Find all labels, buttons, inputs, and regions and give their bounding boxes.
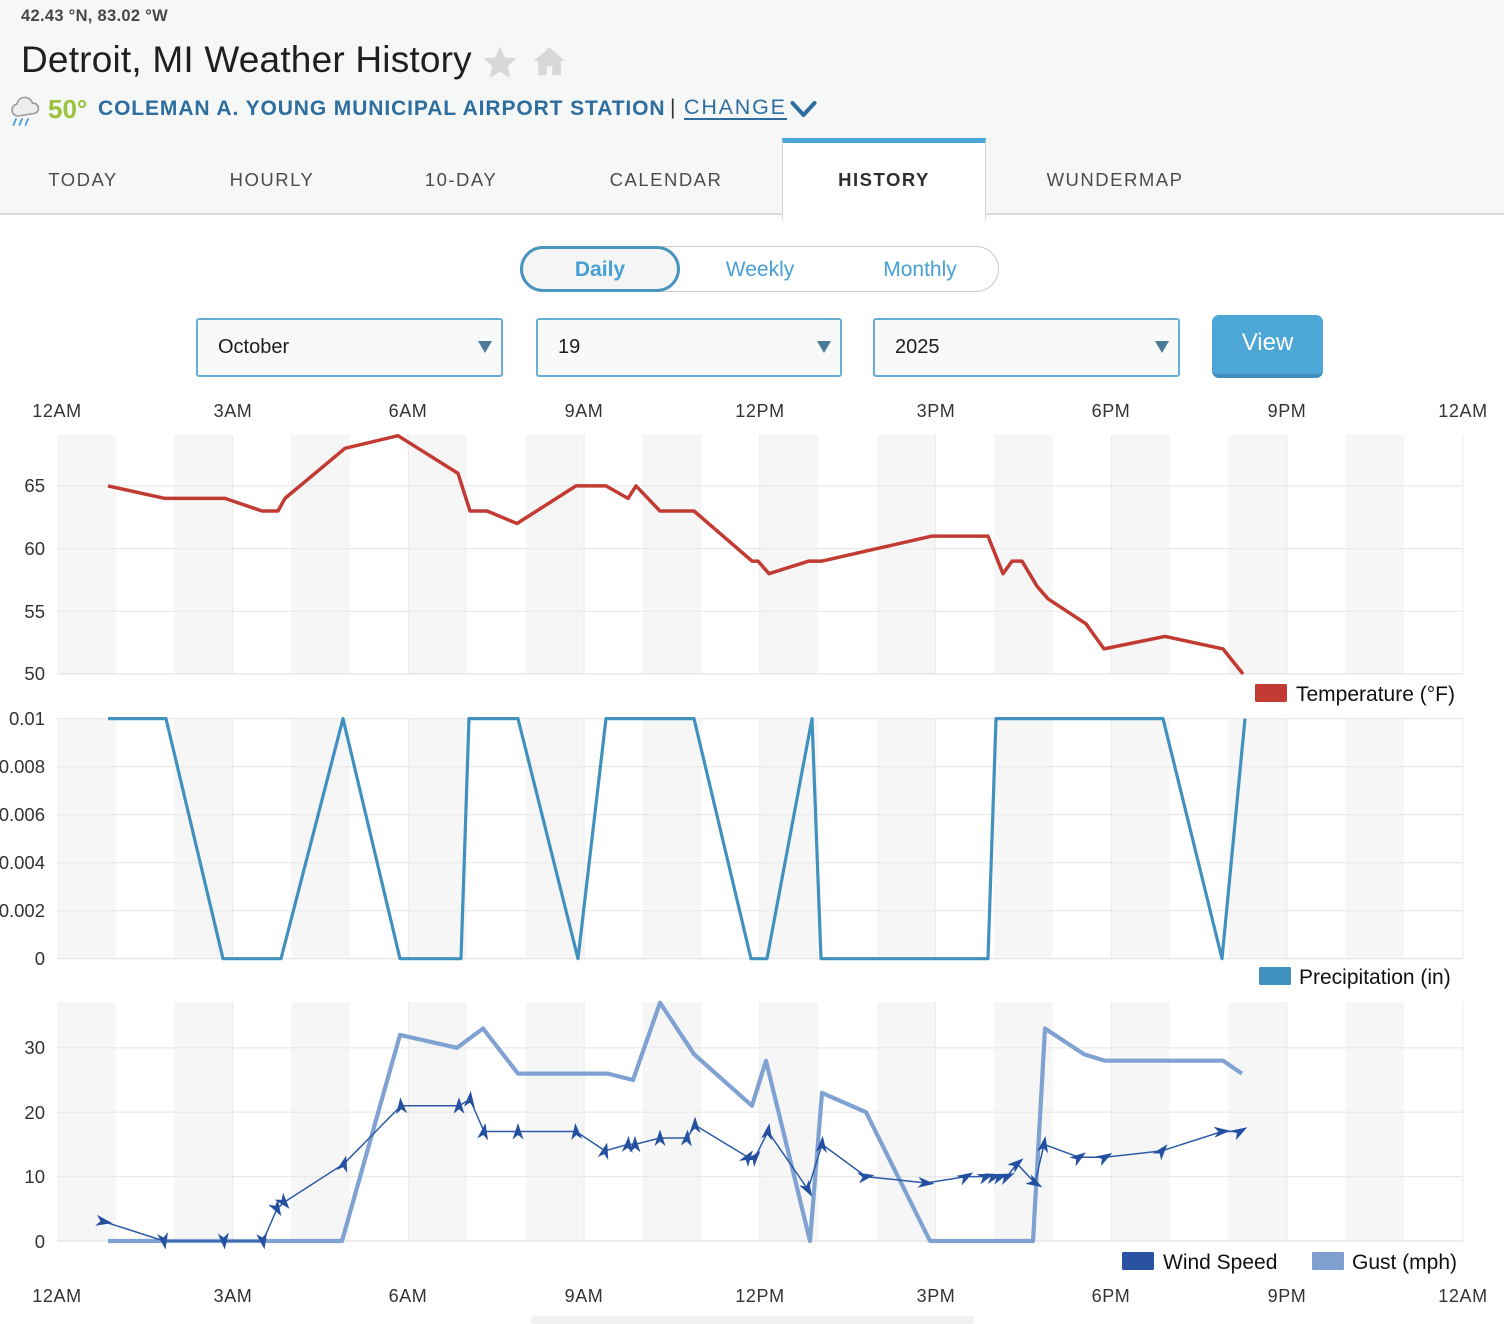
svg-text:12PM: 12PM — [735, 1286, 784, 1306]
svg-text:0: 0 — [35, 948, 45, 969]
svg-text:20: 20 — [24, 1102, 45, 1123]
svg-text:9AM: 9AM — [565, 1286, 604, 1306]
svg-text:0.006: 0.006 — [0, 804, 45, 825]
svg-text:6AM: 6AM — [389, 401, 428, 421]
svg-text:30: 30 — [24, 1037, 45, 1058]
svg-text:6PM: 6PM — [1092, 401, 1131, 421]
svg-text:12AM: 12AM — [1438, 401, 1487, 421]
svg-text:6AM: 6AM — [389, 1286, 428, 1306]
svg-text:Temperature (°F): Temperature (°F) — [1296, 683, 1455, 706]
svg-text:6PM: 6PM — [1092, 1286, 1131, 1306]
svg-text:Precipitation (in): Precipitation (in) — [1299, 966, 1451, 989]
svg-text:Wind Speed: Wind Speed — [1163, 1251, 1277, 1274]
svg-text:3PM: 3PM — [917, 401, 956, 421]
svg-text:0: 0 — [35, 1231, 45, 1252]
svg-text:12AM: 12AM — [32, 401, 81, 421]
svg-text:3PM: 3PM — [917, 1286, 956, 1306]
svg-text:65: 65 — [24, 475, 45, 496]
svg-text:12AM: 12AM — [32, 1286, 81, 1306]
svg-text:Gust (mph): Gust (mph) — [1352, 1251, 1457, 1274]
svg-text:9PM: 9PM — [1268, 1286, 1307, 1306]
svg-text:3AM: 3AM — [214, 1286, 253, 1306]
svg-text:55: 55 — [24, 601, 45, 622]
svg-text:12PM: 12PM — [735, 401, 784, 421]
svg-text:9AM: 9AM — [565, 401, 604, 421]
svg-text:60: 60 — [24, 538, 45, 559]
svg-text:0.004: 0.004 — [0, 852, 45, 873]
svg-text:0.01: 0.01 — [9, 708, 45, 729]
svg-text:50: 50 — [24, 663, 45, 684]
svg-text:0.008: 0.008 — [0, 756, 45, 777]
svg-text:10: 10 — [24, 1166, 45, 1187]
svg-text:0.002: 0.002 — [0, 900, 45, 921]
svg-text:3AM: 3AM — [214, 401, 253, 421]
svg-text:9PM: 9PM — [1268, 401, 1307, 421]
svg-text:12AM: 12AM — [1438, 1286, 1487, 1306]
